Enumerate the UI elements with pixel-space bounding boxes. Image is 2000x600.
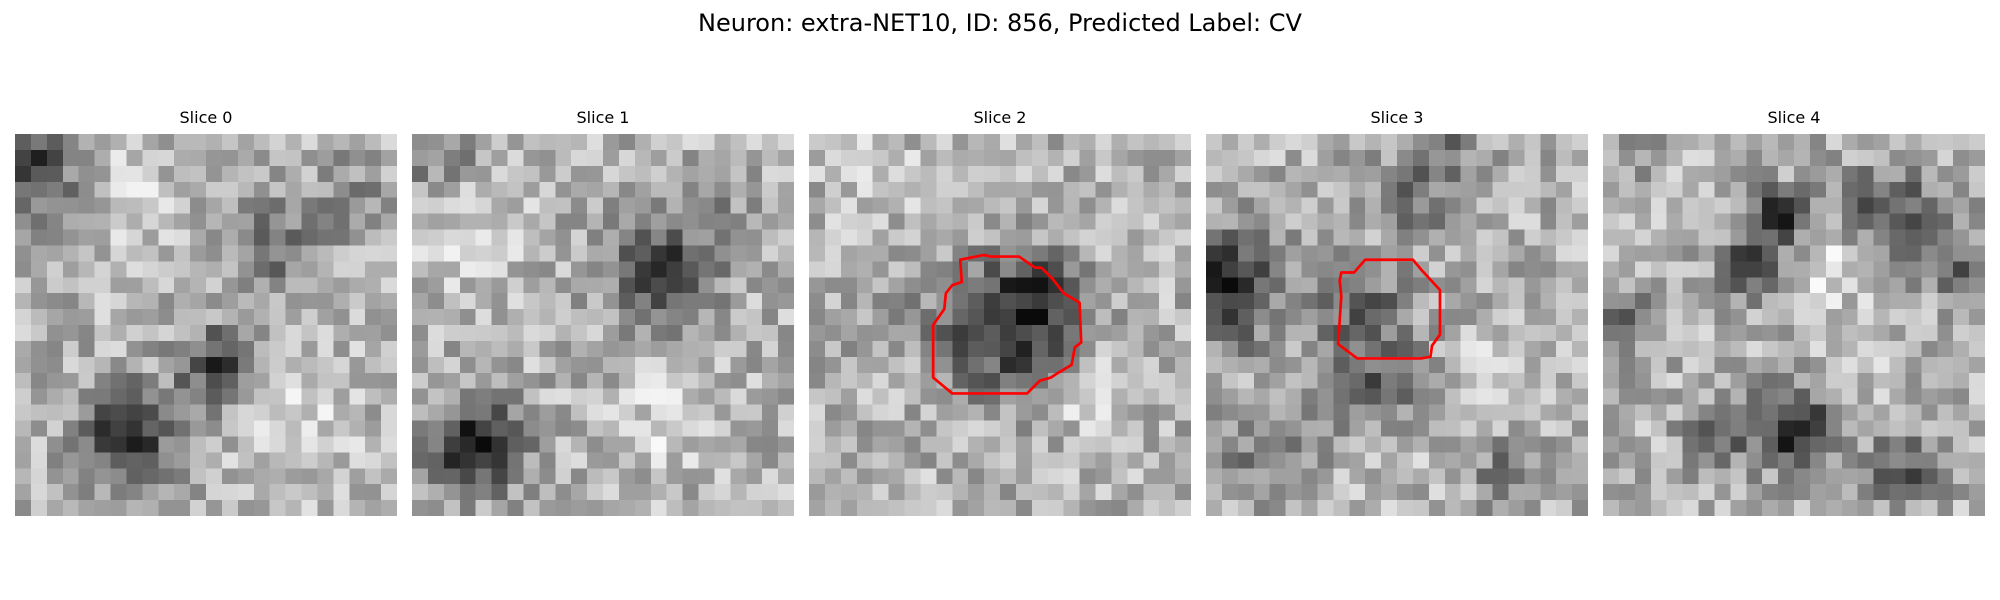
slice-title-1: Slice 1 [576,108,630,127]
slice-panel-3: Slice 3 [1206,108,1588,516]
slice-image-3 [1206,134,1588,516]
slice-title-3: Slice 3 [1370,108,1424,127]
figure-title: Neuron: extra-NET10, ID: 856, Predicted … [698,9,1302,37]
slice-image-4 [1603,134,1985,516]
slice-panel-2: Slice 2 [809,108,1191,516]
slice-panel-4: Slice 4 [1603,108,1985,516]
slice-title-2: Slice 2 [973,108,1027,127]
slice-image-0 [15,134,397,516]
slice-title-0: Slice 0 [179,108,233,127]
slice-title-4: Slice 4 [1767,108,1821,127]
slice-image-2 [809,134,1191,516]
segmentation-contour-2 [931,253,1083,395]
slice-panel-0: Slice 0 [15,108,397,516]
segmentation-contour-3 [1336,258,1442,360]
slice-panel-1: Slice 1 [412,108,794,516]
slice-image-1 [412,134,794,516]
